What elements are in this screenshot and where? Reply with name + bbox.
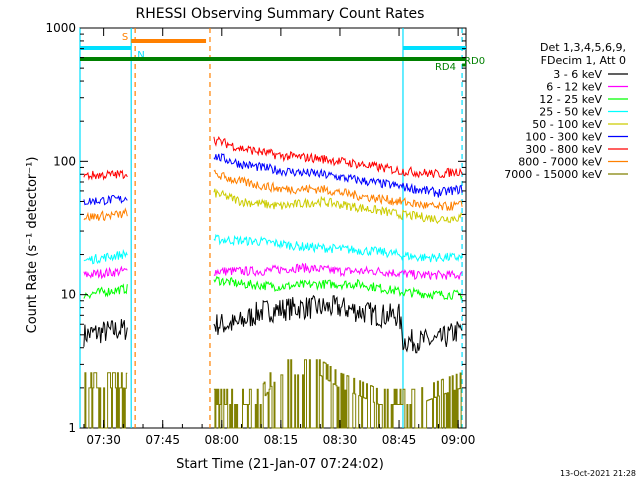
- series-line-1: [83, 262, 463, 280]
- legend-label-6: 300 - 800 keV: [525, 143, 602, 156]
- x-tick-label-2: 08:00: [204, 433, 239, 447]
- annotation-label-1: N: [137, 50, 144, 61]
- legend-label-1: 6 - 12 keV: [546, 81, 602, 94]
- annotation-label-3: RD4: [435, 62, 456, 73]
- x-tick-label-1: 07:45: [145, 433, 180, 447]
- series-layer: [83, 135, 463, 429]
- y-tick-label-1: 10: [61, 288, 76, 302]
- y-tick-label-2: 100: [53, 154, 76, 168]
- series-line-4: [213, 188, 463, 225]
- legend-label-3: 25 - 50 keV: [539, 106, 602, 119]
- legend-label-0: 3 - 6 keV: [553, 68, 602, 81]
- tick-layer: 07:30 07:45 08:00 08:15 08:30 08:45 09:00 1 10 10…: [45, 21, 475, 447]
- legend-header-0: Det 1,3,4,5,6,9,: [540, 41, 626, 54]
- annotation-label-4: RD0: [464, 56, 485, 67]
- x-tick-label-0: 07:30: [86, 433, 121, 447]
- x-axis-label: Start Time (21-Jan-07 07:24:02): [176, 457, 384, 472]
- annotation-label-0: S: [122, 32, 128, 43]
- legend-label-4: 50 - 100 keV: [532, 118, 602, 131]
- y-axis-label: Count Rate (s⁻¹ detector⁻¹): [25, 157, 40, 334]
- series-line-2: [83, 275, 463, 301]
- annotation-layer: SNNRD4RD0: [79, 28, 485, 428]
- series-line-3: [83, 233, 463, 265]
- legend-label-2: 12 - 25 keV: [539, 93, 602, 106]
- series-line-0: [83, 294, 463, 354]
- chart-title: RHESSI Observing Summary Count Rates: [136, 6, 425, 22]
- legend-label-8: 7000 - 15000 keV: [504, 168, 602, 181]
- x-tick-label-6: 09:00: [441, 433, 476, 447]
- x-tick-label-4: 08:30: [323, 433, 358, 447]
- series-line-6: [83, 135, 463, 181]
- legend: Det 1,3,4,5,6,9,FDecim 1, Att 03 - 6 keV…: [504, 41, 628, 181]
- series-line-7: [83, 169, 463, 222]
- series-line-8: [83, 359, 463, 429]
- footer-date: 13-Oct-2021 21:28: [560, 469, 636, 478]
- legend-label-7: 800 - 7000 keV: [518, 156, 602, 169]
- legend-label-5: 100 - 300 keV: [525, 131, 602, 144]
- y-tick-label-0: 1: [68, 421, 76, 435]
- legend-header-1: FDecim 1, Att 0: [541, 54, 626, 67]
- x-tick-label-3: 08:15: [264, 433, 299, 447]
- series-line-5: [83, 152, 463, 206]
- y-tick-label-3: 1000: [45, 21, 76, 35]
- x-tick-label-5: 08:45: [382, 433, 417, 447]
